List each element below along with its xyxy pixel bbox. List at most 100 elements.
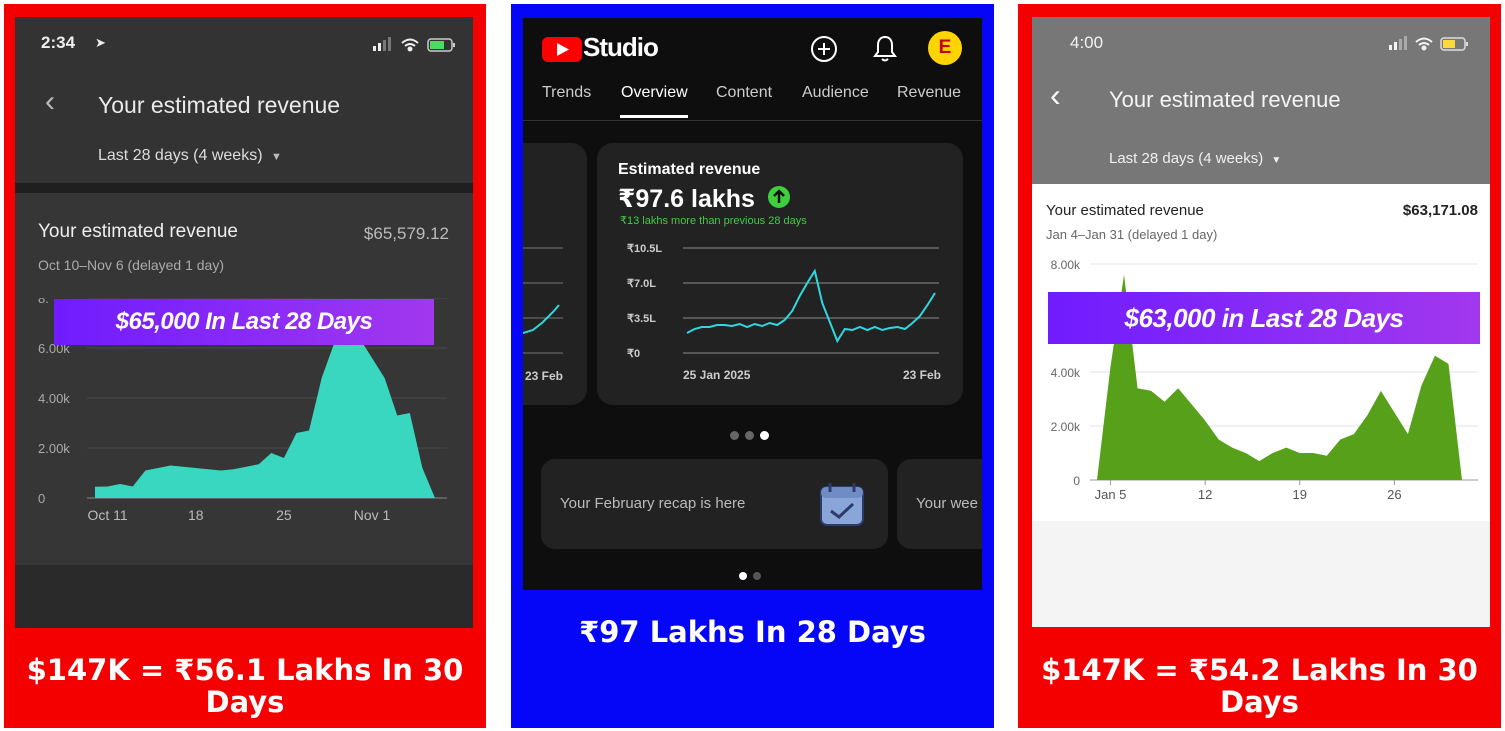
tab-overview[interactable]: Overview <box>621 84 688 101</box>
bottom-area <box>15 565 473 628</box>
period-selector[interactable]: Last 28 days (4 weeks) ▼ <box>98 147 282 165</box>
period-label: Last 28 days (4 weeks) <box>1109 150 1264 167</box>
x-tick-label: Oct 11 <box>87 507 127 523</box>
y-tick-label: ₹10.5L <box>627 243 662 255</box>
app-header: 2:34 ➤ ‹ Your estimated revenue Last 28 … <box>15 17 473 183</box>
panel-caption: $147K = ₹56.1 Lakhs In 30 Days <box>26 653 464 719</box>
battery-icon <box>1440 37 1468 51</box>
page-title: Your estimated revenue <box>1109 87 1341 112</box>
x-axis-end: 23 Feb <box>902 368 941 382</box>
x-axis-start: 25 Jan 2025 <box>683 368 751 382</box>
y-tick-label: ₹7.0L <box>627 278 656 290</box>
calendar-check-icon <box>820 483 864 526</box>
wifi-icon <box>1415 37 1433 51</box>
app-title: Studio <box>583 32 659 62</box>
period-label: Last 28 days (4 weeks) <box>98 147 263 164</box>
dot[interactable] <box>753 572 761 580</box>
card-date-range: Jan 4–Jan 31 (delayed 1 day) <box>1046 227 1218 242</box>
status-time: 4:00 <box>1070 33 1104 52</box>
caret-down-icon: ▼ <box>1271 155 1282 166</box>
next-recap-card[interactable]: Your wee <box>897 459 982 549</box>
dot[interactable] <box>730 431 739 440</box>
panel-youtube-revenue-oct: 2:34 ➤ ‹ Your estimated revenue Last 28 … <box>4 4 486 728</box>
card-value: $65,579.12 <box>363 224 449 243</box>
panel-caption: ₹97 Lakhs In 28 Days <box>579 615 926 649</box>
dot[interactable] <box>745 431 754 440</box>
screenshot-dark-revenue: 2:34 ➤ ‹ Your estimated revenue Last 28 … <box>15 17 473 628</box>
y-tick-label: ₹0 <box>627 348 640 360</box>
area-series <box>1097 274 1462 480</box>
status-time: 2:34 <box>41 33 76 52</box>
revenue-line-chart: ₹10.5L ₹7.0L ₹3.5L ₹0 <box>627 243 939 360</box>
panel-studio-overview: Studio E Trends Overview Content Audienc… <box>511 4 994 728</box>
y-tick-label: 2.00k <box>38 441 70 456</box>
x-tick-label: Nov 1 <box>354 507 391 523</box>
create-icon[interactable] <box>809 34 839 64</box>
recap-dots <box>739 567 761 585</box>
battery-icon <box>427 38 455 52</box>
avatar[interactable]: E <box>928 31 962 65</box>
status-icons <box>1389 36 1468 51</box>
screenshot-studio: Studio E Trends Overview Content Audienc… <box>523 18 982 590</box>
status-icons <box>373 37 455 52</box>
card-delta: ₹13 lakhs more than previous 28 days <box>620 215 807 227</box>
previous-card[interactable]: 23 Feb <box>523 143 587 405</box>
caret-down-icon: ▼ <box>270 151 282 163</box>
signal-icon <box>373 37 391 51</box>
previous-card-chart <box>523 247 563 354</box>
card-value: ₹97.6 lakhs <box>618 185 755 213</box>
period-selector[interactable]: Last 28 days (4 weeks) ▼ <box>1109 150 1281 167</box>
back-icon[interactable]: ‹ <box>45 85 55 118</box>
tab-revenue[interactable]: Revenue <box>897 84 962 101</box>
y-tick-label: 8.00k <box>1051 258 1081 272</box>
back-icon[interactable]: ‹ <box>1050 77 1061 113</box>
y-tick-label: ₹3.5L <box>627 313 656 325</box>
tab-audience[interactable]: Audience <box>802 84 869 101</box>
panel-caption: $147K = ₹54.2 Lakhs In 30 Days <box>1041 653 1478 719</box>
active-tab-indicator <box>620 115 688 118</box>
x-tick-label: Jan 5 <box>1095 487 1127 502</box>
area-series <box>95 333 435 498</box>
arrow-up-icon <box>768 186 790 208</box>
notifications-icon[interactable] <box>871 34 899 64</box>
card-date-range: Oct 10–Nov 6 (delayed 1 day) <box>38 257 224 273</box>
signal-icon <box>1389 36 1407 50</box>
panel-youtube-revenue-jan: 4:00 ‹ Your estimated revenue Last 28 da… <box>1018 4 1501 728</box>
y-tick-label: 0 <box>1073 474 1080 488</box>
recap-card[interactable]: Your February recap is here <box>541 459 888 549</box>
y-tick-label: 8. <box>38 298 49 306</box>
dot-active[interactable] <box>739 572 747 580</box>
tab-trends[interactable]: Trends <box>542 84 592 101</box>
carousel-dots <box>730 427 769 445</box>
previous-card-date: 23 Feb <box>525 369 564 383</box>
app-header: 4:00 ‹ Your estimated revenue Last 28 da… <box>1032 17 1490 184</box>
revenue-area-chart: 8.00k 4.00k 2.00k 0 Jan 5 12 19 26 <box>1051 258 1478 502</box>
wifi-icon <box>401 38 419 52</box>
card-title: Estimated revenue <box>618 161 761 178</box>
dot-active[interactable] <box>760 431 769 440</box>
x-tick-label: 25 <box>276 507 292 523</box>
location-arrow-icon: ➤ <box>95 35 106 50</box>
y-tick-label: 4.00k <box>38 391 70 406</box>
x-tick-label: 26 <box>1387 487 1401 502</box>
tab-content[interactable]: Content <box>716 84 773 101</box>
divider <box>15 183 473 193</box>
revenue-card: Your estimated revenue $65,579.12 Oct 10… <box>15 193 473 565</box>
youtube-logo-icon <box>542 37 582 62</box>
recap-text: Your February recap is here <box>560 495 746 512</box>
tab-divider <box>523 120 982 121</box>
revenue-card: Your estimated revenue $63,171.08 Jan 4–… <box>1032 184 1490 521</box>
highlight-banner: $65,000 In Last 28 Days <box>54 299 434 345</box>
estimated-revenue-card[interactable]: Estimated revenue ₹97.6 lakhs ₹13 lakhs … <box>597 143 963 405</box>
next-recap-text: Your wee <box>916 495 978 512</box>
x-tick-label: 19 <box>1293 487 1307 502</box>
y-tick-label: 2.00k <box>1051 420 1081 434</box>
card-title: Your estimated revenue <box>1046 202 1204 219</box>
x-tick-label: 12 <box>1198 487 1212 502</box>
page-title: Your estimated revenue <box>98 92 341 118</box>
y-tick-label: 4.00k <box>1051 366 1081 380</box>
highlight-banner: $63,000 in Last 28 Days <box>1048 292 1480 344</box>
tab-bar: Trends Overview Content Audience Revenue <box>523 76 982 120</box>
x-tick-label: 18 <box>188 507 204 523</box>
